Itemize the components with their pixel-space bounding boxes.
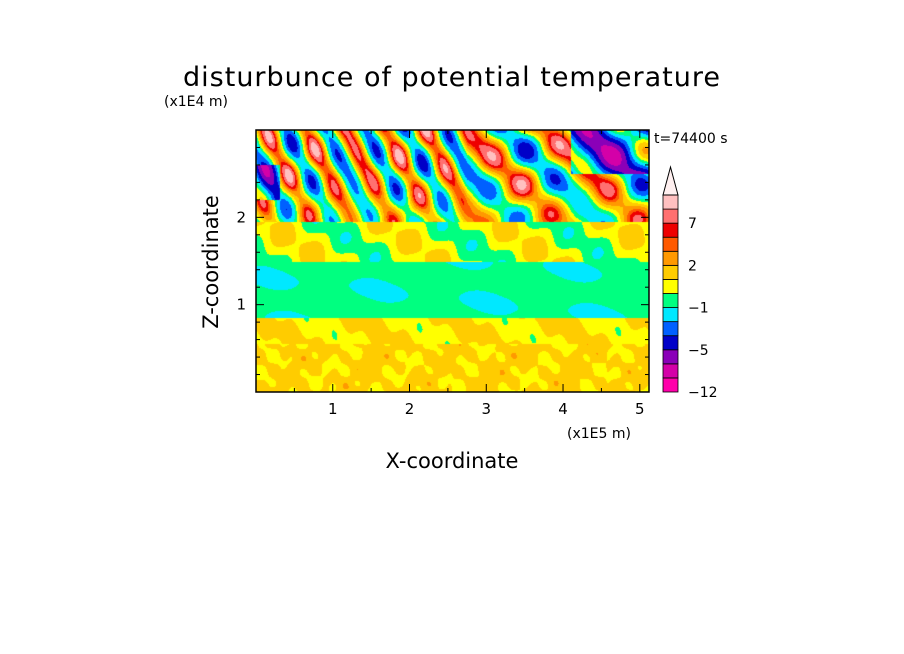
- colorbar-band: [662, 222, 679, 238]
- colorbar-label: 7: [688, 216, 697, 232]
- heatmap-canvas: [256, 130, 649, 392]
- heatmap: [256, 130, 649, 392]
- x-tick-label: 3: [482, 400, 492, 418]
- axis-ticks: 1 2 3 4 5 1 2: [236, 130, 649, 418]
- x-unit-label: (x1E5 m): [567, 426, 631, 442]
- colorbar-band: [662, 208, 679, 224]
- colorbar-band: [662, 321, 679, 337]
- colorbar-band: [662, 377, 679, 393]
- colorbar-extend-arrow: [662, 165, 679, 196]
- chart-title: disturbunce of potential temperature: [183, 62, 721, 93]
- x-tick-label: 5: [635, 400, 645, 418]
- colorbar-band: [662, 293, 679, 308]
- x-tick-label: 4: [558, 400, 568, 418]
- colorbar-label: −5: [688, 343, 709, 359]
- colorbar-band: [662, 236, 679, 252]
- colorbar-label: 2: [688, 258, 697, 274]
- y-axis-label: Z-coordinate: [199, 195, 223, 329]
- plot-frame: [255, 129, 650, 393]
- x-tick-label: 1: [328, 400, 338, 418]
- colorbar-band: [662, 349, 679, 365]
- colorbar-band: [662, 307, 679, 323]
- colorbar-band: [662, 335, 679, 351]
- x-tick-label: 2: [405, 400, 415, 418]
- colorbar: 7 2 −1 −5 −12: [662, 165, 718, 401]
- colorbar-band: [662, 279, 679, 294]
- colorbar-band: [662, 264, 679, 280]
- colorbar-band: [662, 363, 679, 379]
- y-tick-label: 1: [236, 296, 246, 314]
- x-axis-label: X-coordinate: [386, 449, 519, 473]
- colorbar-label: −12: [688, 385, 718, 401]
- time-label: t=74400 s: [654, 131, 728, 147]
- colorbar-band: [662, 250, 679, 266]
- colorbar-label: −1: [688, 301, 709, 317]
- colorbar-band: [662, 194, 679, 210]
- y-tick-label: 2: [236, 208, 246, 226]
- y-unit-label: (x1E4 m): [164, 94, 228, 110]
